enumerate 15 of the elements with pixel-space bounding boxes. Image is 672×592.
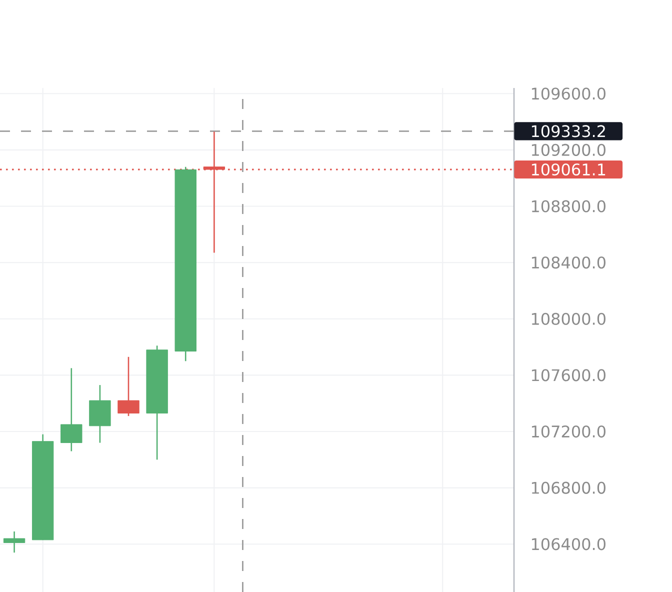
candlestick xyxy=(60,368,82,452)
y-tick-label: 108400.0 xyxy=(532,256,606,269)
y-tick-label: 106800.0 xyxy=(532,482,606,494)
candlestick xyxy=(203,130,226,254)
ref-line-label: 109061.1 xyxy=(532,163,606,176)
y-tick-label: 107600.0 xyxy=(532,369,606,382)
y-tick-label: 109600.0 xyxy=(532,88,606,100)
y-tick-label: 107200.0 xyxy=(532,425,606,438)
ref-line-label: 109333.2 xyxy=(532,125,605,138)
y-tick-label: 108800.0 xyxy=(532,200,606,212)
candlestick xyxy=(3,530,26,554)
y-tick-label: 109200.0 xyxy=(532,144,606,156)
y-tick-label: 106400.0 xyxy=(532,538,606,550)
y-tick-label: 108000.0 xyxy=(532,312,606,325)
candlestick xyxy=(118,356,140,417)
